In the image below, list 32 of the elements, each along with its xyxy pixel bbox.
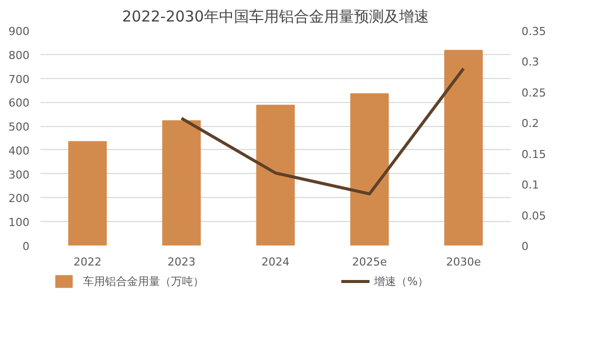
- y-tick-label: 200: [8, 192, 30, 206]
- bar: [444, 50, 483, 246]
- y2-tick-label: 0.2: [522, 117, 539, 130]
- x-tick-label: 2022: [74, 256, 102, 268]
- y-tick-label: 700: [8, 72, 30, 86]
- y-tick-label: 800: [8, 48, 30, 62]
- line-series: [180, 67, 465, 196]
- chart-title: 2022-2030年中国车用铝合金用量预测及增速: [122, 8, 429, 26]
- x-tick-label: 2024: [262, 256, 290, 268]
- y-tick-label: 300: [8, 168, 30, 182]
- y-tick-label: 100: [8, 216, 30, 230]
- legend-label: 车用铝合金用量（万吨）: [82, 275, 204, 288]
- y2-tick-label: 0.35: [522, 25, 546, 38]
- y-tick-label: 400: [8, 144, 30, 158]
- y2-tick-label: 0.25: [522, 86, 546, 100]
- y2-tick-label: 0.3: [522, 56, 539, 69]
- x-tick-label: 2025e: [352, 256, 388, 268]
- bar: [350, 93, 389, 246]
- x-tick-label: 2023: [168, 256, 196, 268]
- y-tick-label: 900: [8, 25, 30, 38]
- bar: [256, 104, 295, 246]
- y2-tick-label: 0.05: [522, 209, 546, 222]
- bar: [68, 141, 107, 246]
- y-tick-label: 500: [8, 120, 30, 134]
- legend-label: 增速（%）: [373, 275, 429, 288]
- y2-tick-label: 0.1: [522, 178, 539, 192]
- bar: [162, 120, 201, 246]
- y2-tick-label: 0.15: [522, 148, 546, 161]
- y2-tick-label: 0: [522, 240, 528, 253]
- y-tick-label: 0: [22, 240, 30, 253]
- x-tick-label: 2030e: [446, 256, 482, 268]
- y-tick-label: 600: [8, 96, 30, 110]
